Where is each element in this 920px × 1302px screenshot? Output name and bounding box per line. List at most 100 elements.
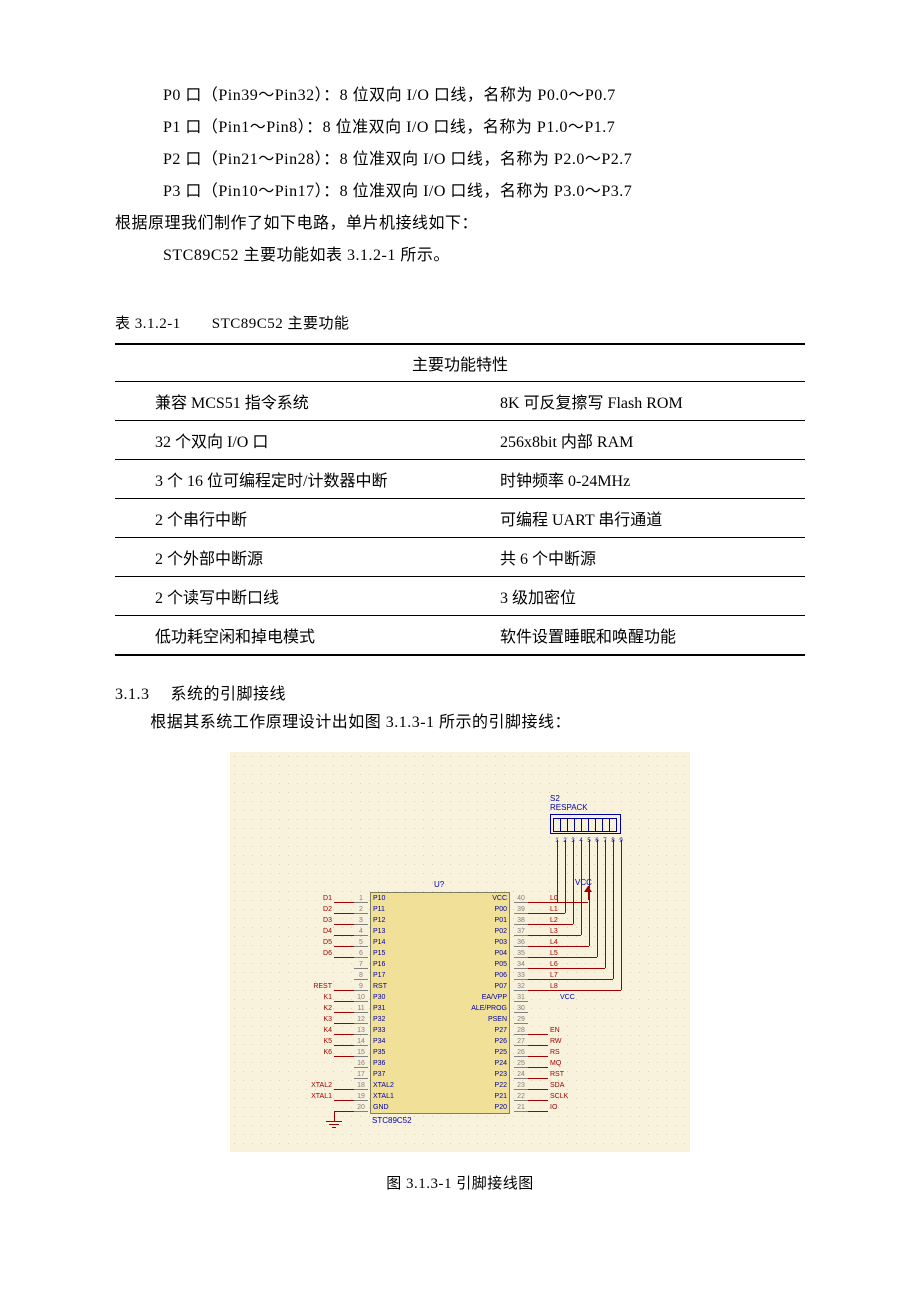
pin-name-left: P10 (373, 895, 385, 902)
net-left: K2 (302, 1005, 332, 1012)
pin-num-right: 39 (514, 906, 528, 914)
gnd-bar (329, 1124, 339, 1125)
wire (528, 946, 548, 947)
feature-table-body: 兼容 MCS51 指令系统8K 可反复擦写 Flash ROM32 个双向 I/… (115, 382, 805, 656)
net-left: D4 (302, 928, 332, 935)
wire-rp-h (548, 968, 605, 969)
pin-name-right: P05 (495, 961, 507, 968)
u-label: U? (434, 880, 444, 889)
wire (528, 1078, 548, 1079)
pin-name-right: P00 (495, 906, 507, 913)
pin-num-right: 37 (514, 928, 528, 936)
wire-vcc (528, 902, 588, 903)
pin-name-left: P17 (373, 972, 385, 979)
wire (334, 1045, 354, 1046)
pin-num-right: 40 (514, 895, 528, 903)
net-right: L2 (550, 917, 558, 924)
figure-caption: 图 3.1.3-1 引脚接线图 (115, 1172, 805, 1193)
net-right: L1 (550, 906, 558, 913)
feature-cell: 低功耗空闲和掉电模式 (115, 616, 460, 656)
pin-num-right: 26 (514, 1049, 528, 1057)
feature-table: 主要功能特性 兼容 MCS51 指令系统8K 可反复擦写 Flash ROM32… (115, 343, 805, 656)
wire-rp-h (548, 990, 621, 991)
pin-name-left: P32 (373, 1016, 385, 1023)
wire-rp-h (548, 924, 573, 925)
wire-rp-v (613, 840, 614, 979)
wire (334, 1001, 354, 1002)
pinout-diagram: S2RESPACK123456789U?VCCSTC89C52P101D1P11… (230, 752, 690, 1152)
para-p4: 根据原理我们制作了如下电路，单片机接线如下： (115, 208, 805, 240)
pin-name-right: PSEN (488, 1016, 507, 1023)
net-left: D5 (302, 939, 332, 946)
wire-rp-v (581, 840, 582, 935)
wire (334, 1089, 354, 1090)
pin-num-left: 12 (354, 1016, 368, 1024)
wire (334, 902, 354, 903)
net-left: XTAL1 (302, 1093, 332, 1100)
net-right: SDA (550, 1082, 564, 1089)
net-right: L3 (550, 928, 558, 935)
pin-name-right: P23 (495, 1071, 507, 1078)
wire-rp-h (548, 979, 613, 980)
feature-cell: 时钟频率 0-24MHz (460, 460, 805, 499)
wire (334, 1012, 354, 1013)
pin-num-left: 6 (354, 950, 368, 958)
net-left: K1 (302, 994, 332, 1001)
pin-num-left: 15 (354, 1049, 368, 1057)
pin-num-left: 2 (354, 906, 368, 914)
net-left: K6 (302, 1049, 332, 1056)
wire-rp-h (548, 913, 565, 914)
feature-cell: 8K 可反复擦写 Flash ROM (460, 382, 805, 421)
wire (528, 979, 548, 980)
pin-name-left: P36 (373, 1060, 385, 1067)
feature-cell: 2 个读写中断口线 (115, 577, 460, 616)
pin-num-left: 17 (354, 1071, 368, 1079)
pin-num-left: 18 (354, 1082, 368, 1090)
pin-num-right: 27 (514, 1038, 528, 1046)
pin-num-right: 28 (514, 1027, 528, 1035)
net-left: K3 (302, 1016, 332, 1023)
wire (528, 990, 548, 991)
feature-cell: 可编程 UART 串行通道 (460, 499, 805, 538)
net-right: IO (550, 1104, 557, 1111)
net-right: MQ (550, 1060, 561, 1067)
wire (528, 913, 548, 914)
wire-rp-h (548, 946, 589, 947)
feature-cell: 共 6 个中断源 (460, 538, 805, 577)
pin-num-right: 30 (514, 1005, 528, 1013)
pin-name-left: GND (373, 1104, 389, 1111)
feature-cell: 3 级加密位 (460, 577, 805, 616)
pin-num-left: 14 (354, 1038, 368, 1046)
net-right: RS (550, 1049, 560, 1056)
wire (528, 1111, 548, 1112)
feature-cell: 256x8bit 内部 RAM (460, 421, 805, 460)
net-right: EN (550, 1027, 560, 1034)
wire (334, 946, 354, 947)
respack-label: RESPACK (550, 803, 588, 812)
net-left: D6 (302, 950, 332, 957)
pin-name-right: P24 (495, 1060, 507, 1067)
pin-name-right: P07 (495, 983, 507, 990)
pin-name-left: P16 (373, 961, 385, 968)
section-title: 系统的引脚接线 (171, 686, 287, 703)
wire-rp-v (557, 840, 558, 902)
pin-num-right: 21 (514, 1104, 528, 1112)
pin-name-left: P35 (373, 1049, 385, 1056)
respack-body (550, 814, 621, 834)
gnd-bar (332, 1127, 336, 1128)
pin-name-left: P30 (373, 994, 385, 1001)
pin-name-left: RST (373, 983, 387, 990)
pin-num-right: 24 (514, 1071, 528, 1079)
wire (528, 1067, 548, 1068)
pin-num-right: 34 (514, 961, 528, 969)
section-number: 3.1.3 (115, 686, 150, 703)
pin-num-right: 25 (514, 1060, 528, 1068)
para-p5: STC89C52 主要功能如表 3.1.2-1 所示。 (115, 240, 805, 272)
pin-num-left: 16 (354, 1060, 368, 1068)
wire (334, 935, 354, 936)
pin-num-left: 3 (354, 917, 368, 925)
pin-name-left: XTAL2 (373, 1082, 394, 1089)
pin-num-right: 31 (514, 994, 528, 1002)
pin-name-right: P26 (495, 1038, 507, 1045)
feature-cell: 2 个串行中断 (115, 499, 460, 538)
